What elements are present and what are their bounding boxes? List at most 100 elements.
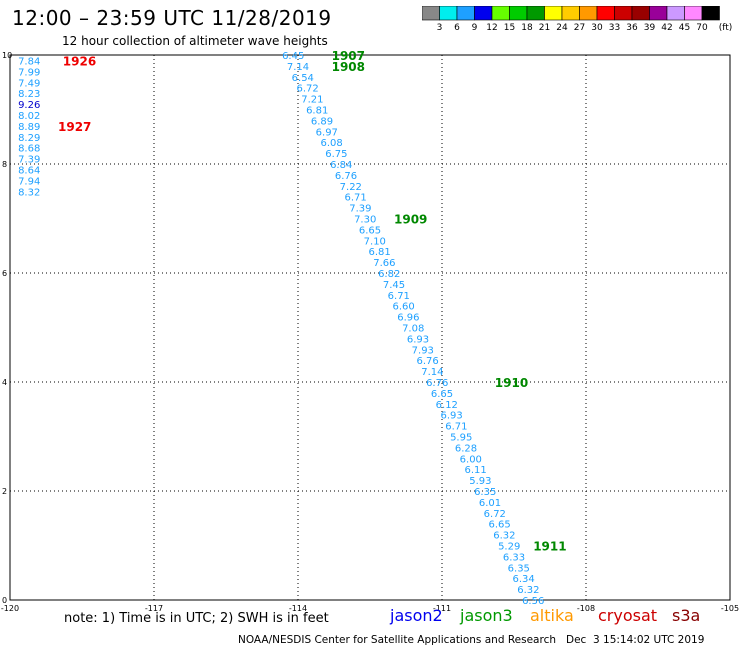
x-tick-label: -111: [433, 604, 451, 613]
scale-label: 39: [644, 23, 656, 33]
pass-time-label: 1907: [332, 49, 365, 63]
wave-height-value: 7.10: [364, 236, 386, 247]
wave-height-value: 5.29: [498, 542, 520, 553]
wave-height-value: 8.89: [18, 122, 40, 133]
wave-height-value: 8.02: [18, 111, 40, 122]
wave-height-value: 5.95: [450, 433, 472, 444]
wave-height-value: 6.76: [426, 378, 448, 389]
scale-label: 27: [574, 23, 585, 33]
scale-label: 18: [521, 23, 533, 33]
wave-height-value: 6.65: [488, 520, 510, 531]
wave-height-value: 6.81: [368, 247, 390, 258]
scale-label: 24: [556, 23, 568, 33]
wave-height-value: 6.11: [464, 465, 486, 476]
wave-height-value: 6.93: [407, 334, 429, 345]
wave-height-value: 6.71: [445, 422, 467, 433]
scale-swatch: [701, 6, 720, 21]
y-tick-label: 10: [2, 51, 12, 60]
scale-label: 33: [609, 23, 620, 33]
legend-cryosat: cryosat: [598, 606, 658, 625]
pass-time-label: 1909: [394, 213, 427, 227]
wave-height-value: 7.39: [349, 204, 371, 215]
legend-jason3: jason3: [460, 606, 513, 625]
wave-height-value: 5.93: [469, 476, 491, 487]
scale-label: 70: [696, 23, 708, 33]
wave-height-value: 6.33: [503, 552, 525, 563]
scale-label: 42: [661, 23, 672, 33]
pass-time-label: 1927: [58, 120, 91, 134]
wave-height-value: 7.08: [402, 324, 424, 335]
wave-height-value: 6.60: [392, 302, 414, 313]
pass-time-label: 1911: [533, 540, 566, 554]
wave-height-value: 6.72: [484, 509, 506, 520]
wave-height-value: 7.45: [383, 280, 405, 291]
scale-label: 6: [454, 23, 460, 33]
wave-height-value: 6.71: [388, 291, 410, 302]
wave-height-color-scale: 3 6 9 12 15 18 21 24 27 30 33 36 39 42 45 70 (ft): [422, 6, 732, 33]
wave-height-value: 6.08: [320, 138, 342, 149]
y-tick-label: 6: [2, 269, 7, 278]
wave-height-value: 8.23: [18, 89, 40, 100]
y-tick-label: 2: [2, 487, 7, 496]
note-text: note: 1) Time is in UTC; 2) SWH is in fe…: [64, 611, 329, 626]
scale-label: 30: [591, 23, 603, 33]
scale-label: 12: [486, 23, 497, 33]
wave-height-value: 7.21: [301, 95, 323, 106]
scale-unit: (ft): [719, 23, 732, 33]
wave-height-value: 6.32: [517, 585, 539, 596]
wave-height-value: 6.28: [455, 443, 477, 454]
footer-credit: NOAA/NESDIS Center for Satellite Applica…: [238, 634, 705, 646]
wave-height-value: 8.64: [18, 165, 40, 176]
wave-height-value: 6.75: [325, 149, 347, 160]
wave-height-value: 7.66: [373, 258, 395, 269]
wave-height-value: 6.56: [522, 596, 544, 607]
y-tick-label: 8: [2, 160, 7, 169]
wave-height-value: 6.96: [397, 313, 419, 324]
wave-height-value: 7.93: [412, 345, 434, 356]
wave-height-value: 6.89: [311, 116, 333, 127]
page-title: 12:00 – 23:59 UTC 11/28/2019: [12, 6, 332, 30]
legend-s3a: s3a: [672, 606, 701, 625]
wave-height-value: 6.82: [378, 269, 400, 280]
x-tick-label: -117: [145, 604, 163, 613]
wave-height-value: 8.29: [18, 133, 40, 144]
wave-height-value: 6.65: [359, 225, 381, 236]
wave-height-value: 6.76: [335, 171, 357, 182]
wave-height-value: 7.49: [18, 78, 40, 89]
y-tick-label: 4: [2, 378, 7, 387]
wave-height-value: 6.35: [508, 563, 530, 574]
page-subtitle: 12 hour collection of altimeter wave hei…: [62, 34, 328, 48]
legend-altika: altika: [530, 606, 574, 625]
scale-label: 3: [437, 23, 443, 33]
wave-height-value: 6.97: [316, 127, 338, 138]
wave-height-value: 7.84: [18, 56, 40, 67]
x-tick-label: -120: [1, 604, 19, 613]
wave-height-value: 7.14: [421, 367, 443, 378]
scale-label: 21: [539, 23, 550, 33]
wave-height-value: 7.39: [18, 155, 40, 166]
wave-height-value: 6.32: [493, 531, 515, 542]
wave-height-value: 6.34: [512, 574, 534, 585]
pass-time-label: 1910: [495, 376, 528, 390]
wave-height-value: 6.81: [306, 106, 328, 117]
wave-height-value: 6.65: [431, 389, 453, 400]
x-tick-label: -108: [577, 604, 595, 613]
wave-height-value: 6.54: [292, 73, 314, 84]
wave-height-value: 8.68: [18, 144, 40, 155]
wave-height-value: 7.22: [340, 182, 362, 193]
wave-height-value: 7.99: [18, 67, 40, 78]
wave-height-value: 7.30: [354, 215, 376, 226]
wave-height-value: 6.12: [436, 400, 458, 411]
scale-label: 15: [504, 23, 515, 33]
scale-label: 36: [626, 23, 638, 33]
pass-time-label: 1908: [332, 60, 365, 74]
wave-height-value: 6.35: [474, 487, 496, 498]
wave-height-value: 9.26: [18, 100, 40, 111]
pass-time-label: 1926: [63, 54, 96, 68]
wave-height-value: 6.84: [330, 160, 352, 171]
wave-height-value: 8.32: [18, 187, 40, 198]
wave-height-value: 6.01: [479, 498, 501, 509]
wave-height-value: 6.45: [282, 51, 304, 62]
legend-jason2: jason2: [390, 606, 443, 625]
